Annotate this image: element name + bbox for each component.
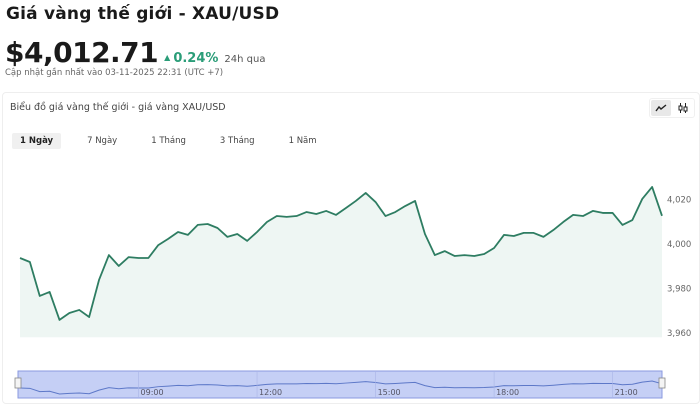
y-tick-label: 3,960 [667, 329, 691, 339]
navigator-right-handle[interactable] [659, 378, 665, 388]
navigator-tick-label: 18:00 [496, 388, 519, 397]
navigator-tick-label: 09:00 [141, 388, 164, 397]
navigator-tick-label: 21:00 [615, 388, 638, 397]
y-tick-label: 3,980 [667, 284, 691, 294]
navigator-tick-label: 15:00 [378, 388, 401, 397]
navigator-left-handle[interactable] [15, 378, 21, 388]
y-tick-label: 4,000 [667, 240, 691, 250]
navigator-tick-label: 12:00 [259, 388, 282, 397]
y-tick-label: 4,020 [667, 196, 691, 206]
